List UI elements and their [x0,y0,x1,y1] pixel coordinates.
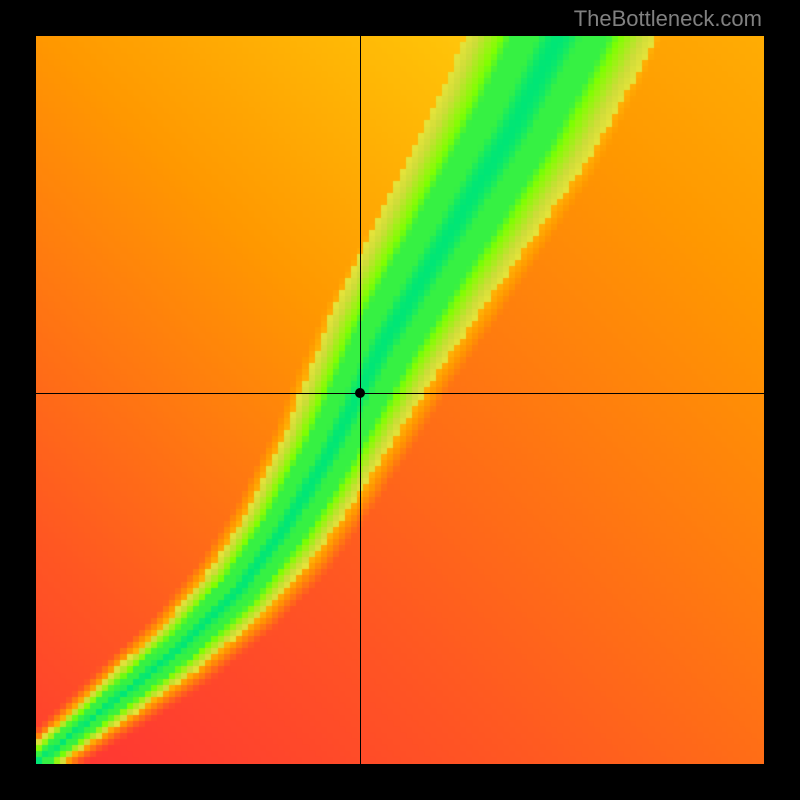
watermark-text: TheBottleneck.com [574,6,762,32]
heatmap-plot [36,36,764,764]
crosshair-horizontal [36,393,764,394]
crosshair-vertical [360,36,361,764]
marker-dot [355,388,365,398]
heatmap-canvas [36,36,764,764]
